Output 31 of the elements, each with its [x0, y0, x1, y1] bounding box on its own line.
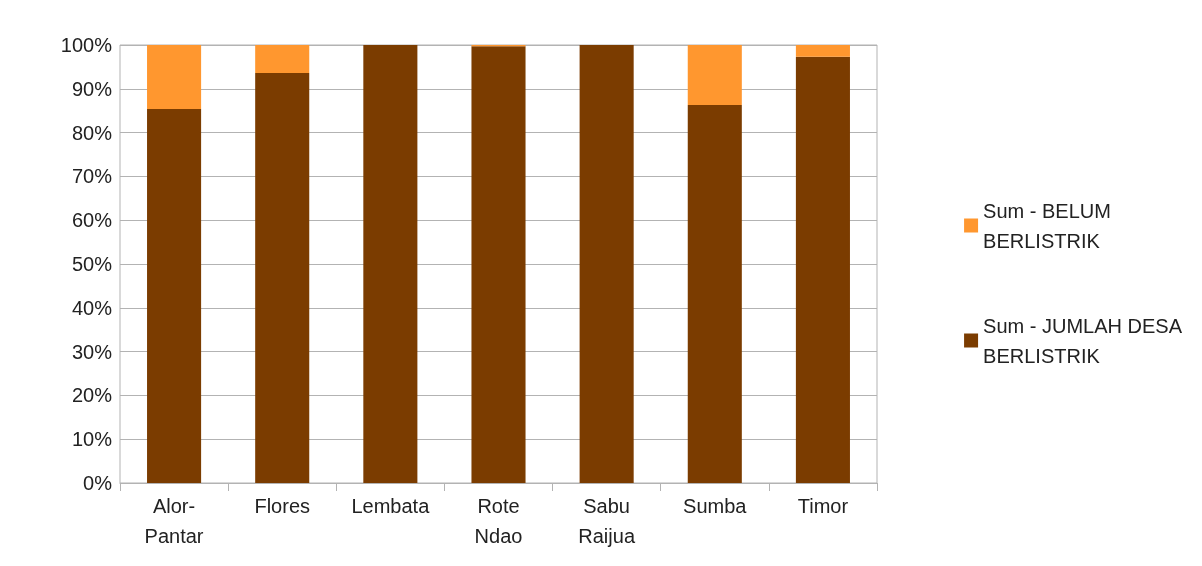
bar — [471, 46, 526, 483]
y-tick-label: 20% — [71, 384, 113, 407]
y-tick-label: 40% — [71, 296, 113, 319]
bar — [255, 45, 310, 74]
x-tick-label: Rote Ndao — [474, 495, 523, 547]
x-tick-label: Sabu Raijua — [578, 495, 636, 547]
bar — [687, 105, 742, 483]
y-tick-label: 80% — [71, 121, 113, 144]
bar — [795, 45, 850, 57]
bar — [579, 45, 634, 483]
bar — [795, 56, 850, 483]
bar — [147, 45, 202, 109]
x-tick-label: Alor- Pantar — [144, 495, 204, 547]
x-tick-label: Lembata — [351, 495, 431, 517]
x-tick-label: Sumba — [683, 495, 748, 517]
bar — [687, 45, 742, 106]
bar — [363, 45, 418, 483]
y-tick-label: 50% — [71, 253, 113, 275]
bar — [147, 108, 202, 483]
x-tick-label: Timor — [797, 495, 849, 517]
y-tick-label: 100% — [60, 34, 113, 56]
y-tick-label: 60% — [71, 209, 113, 232]
legend-label: Sum - BELUM BERLISTRIK — [983, 199, 1111, 252]
y-tick-label: 70% — [71, 165, 113, 188]
bar — [255, 73, 310, 483]
legend-label: Sum - JUMLAH DESA BERLISTRIK — [983, 314, 1183, 367]
x-tick-label: Flores — [254, 495, 310, 517]
y-tick-label: 0% — [83, 472, 113, 494]
y-tick-label: 90% — [71, 77, 113, 100]
y-tick-label: 30% — [71, 340, 113, 363]
y-tick-label: 10% — [71, 428, 113, 451]
